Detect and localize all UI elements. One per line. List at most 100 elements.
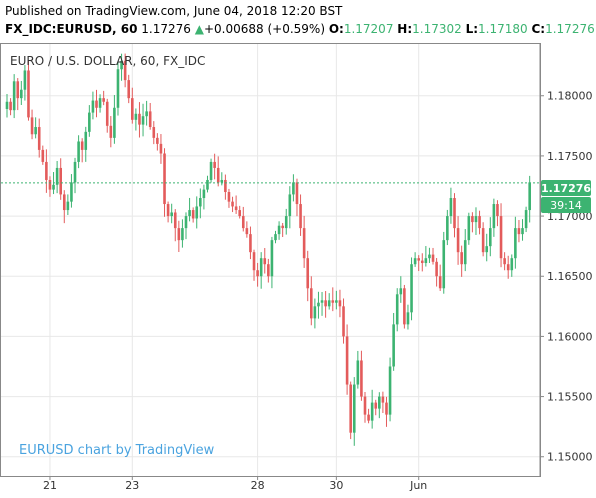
candle xyxy=(23,64,27,101)
candle xyxy=(148,102,152,130)
candle xyxy=(20,80,23,106)
candle xyxy=(517,219,521,243)
candle xyxy=(34,117,37,139)
candle xyxy=(349,381,352,440)
candle xyxy=(177,220,181,252)
candle xyxy=(145,100,148,126)
candle xyxy=(231,196,234,213)
change-arrow-icon: ▲ xyxy=(194,22,204,36)
candle xyxy=(138,102,141,138)
candle xyxy=(195,196,199,229)
candle xyxy=(220,172,224,186)
candle xyxy=(456,216,460,265)
last-price: 1.17276 xyxy=(141,22,191,36)
candle xyxy=(370,389,374,429)
candle xyxy=(113,95,116,144)
candle xyxy=(449,187,453,224)
candle xyxy=(109,116,113,148)
candle xyxy=(62,190,66,224)
candle xyxy=(5,94,9,118)
candle xyxy=(338,289,342,318)
candle xyxy=(216,156,220,187)
low-label: L: xyxy=(465,22,479,36)
x-tick-label: Jun xyxy=(409,479,427,492)
candle xyxy=(385,396,388,427)
chart-title: EURO / U.S. DOLLAR, 60, FX_IDC xyxy=(10,54,205,68)
candle xyxy=(202,184,206,210)
candle xyxy=(378,392,381,419)
candle xyxy=(188,197,191,222)
candle xyxy=(327,293,331,310)
candle xyxy=(492,198,496,237)
y-tick-label: 1.15000 xyxy=(547,451,593,464)
candle xyxy=(209,158,213,183)
candle xyxy=(120,53,123,81)
candle xyxy=(105,98,109,133)
candle xyxy=(510,254,514,277)
candle xyxy=(435,258,438,287)
candle xyxy=(98,94,102,113)
candle xyxy=(438,264,442,291)
published-caption: Published on TradingView.com, June 04, 2… xyxy=(5,4,343,18)
candle xyxy=(417,255,420,272)
candle xyxy=(428,247,431,264)
symbol-label: FX_IDC:EURUSD, 60 xyxy=(5,22,138,36)
candle xyxy=(489,217,492,257)
candle xyxy=(88,105,91,137)
candle xyxy=(413,252,417,267)
candle xyxy=(485,233,489,262)
candle xyxy=(173,209,177,242)
candle xyxy=(367,408,370,424)
candle xyxy=(521,219,524,241)
candle xyxy=(446,209,449,246)
y-tick-label: 1.16500 xyxy=(547,270,593,283)
candle xyxy=(313,298,317,329)
candle xyxy=(295,178,299,217)
candle xyxy=(331,287,335,312)
candle xyxy=(227,188,231,208)
candle xyxy=(55,160,59,194)
candle xyxy=(420,253,424,272)
candle xyxy=(16,78,20,111)
ohlc-legend: FX_IDC:EURUSD, 60 1.17276 ▲+0.00688 (+0.… xyxy=(5,22,595,36)
candle xyxy=(406,304,410,330)
close-value: 1.17276 xyxy=(545,22,595,36)
candle xyxy=(352,377,356,446)
candle xyxy=(9,98,12,116)
x-tick-label: 28 xyxy=(251,479,265,492)
candle xyxy=(213,153,216,180)
candle xyxy=(310,276,313,326)
high-label: H: xyxy=(397,22,413,36)
candle xyxy=(392,312,395,371)
candle xyxy=(478,210,481,235)
candle xyxy=(199,188,202,219)
candle xyxy=(360,350,363,401)
y-tick-label: 1.15500 xyxy=(547,391,593,404)
candle xyxy=(320,292,324,316)
candle xyxy=(116,62,120,116)
candle xyxy=(259,252,263,289)
candle xyxy=(91,91,95,120)
candle xyxy=(467,212,471,245)
candle xyxy=(123,53,127,88)
candle xyxy=(45,149,48,193)
last-price-badge-label: 1.17276 xyxy=(541,182,591,195)
candle xyxy=(73,157,77,194)
candle xyxy=(152,121,156,145)
candle xyxy=(363,392,367,423)
candle xyxy=(102,90,105,106)
candle xyxy=(80,138,84,163)
candle xyxy=(356,350,360,389)
candle xyxy=(403,284,406,329)
candle xyxy=(234,195,238,214)
candle xyxy=(256,262,259,287)
candle xyxy=(463,229,467,272)
candle xyxy=(342,298,345,344)
y-tick-label: 1.16000 xyxy=(547,330,593,343)
candle xyxy=(270,236,274,289)
watermark: EURUSD chart by TradingView xyxy=(19,443,215,458)
candle xyxy=(163,148,166,217)
candle xyxy=(306,250,310,302)
candle xyxy=(503,252,506,271)
